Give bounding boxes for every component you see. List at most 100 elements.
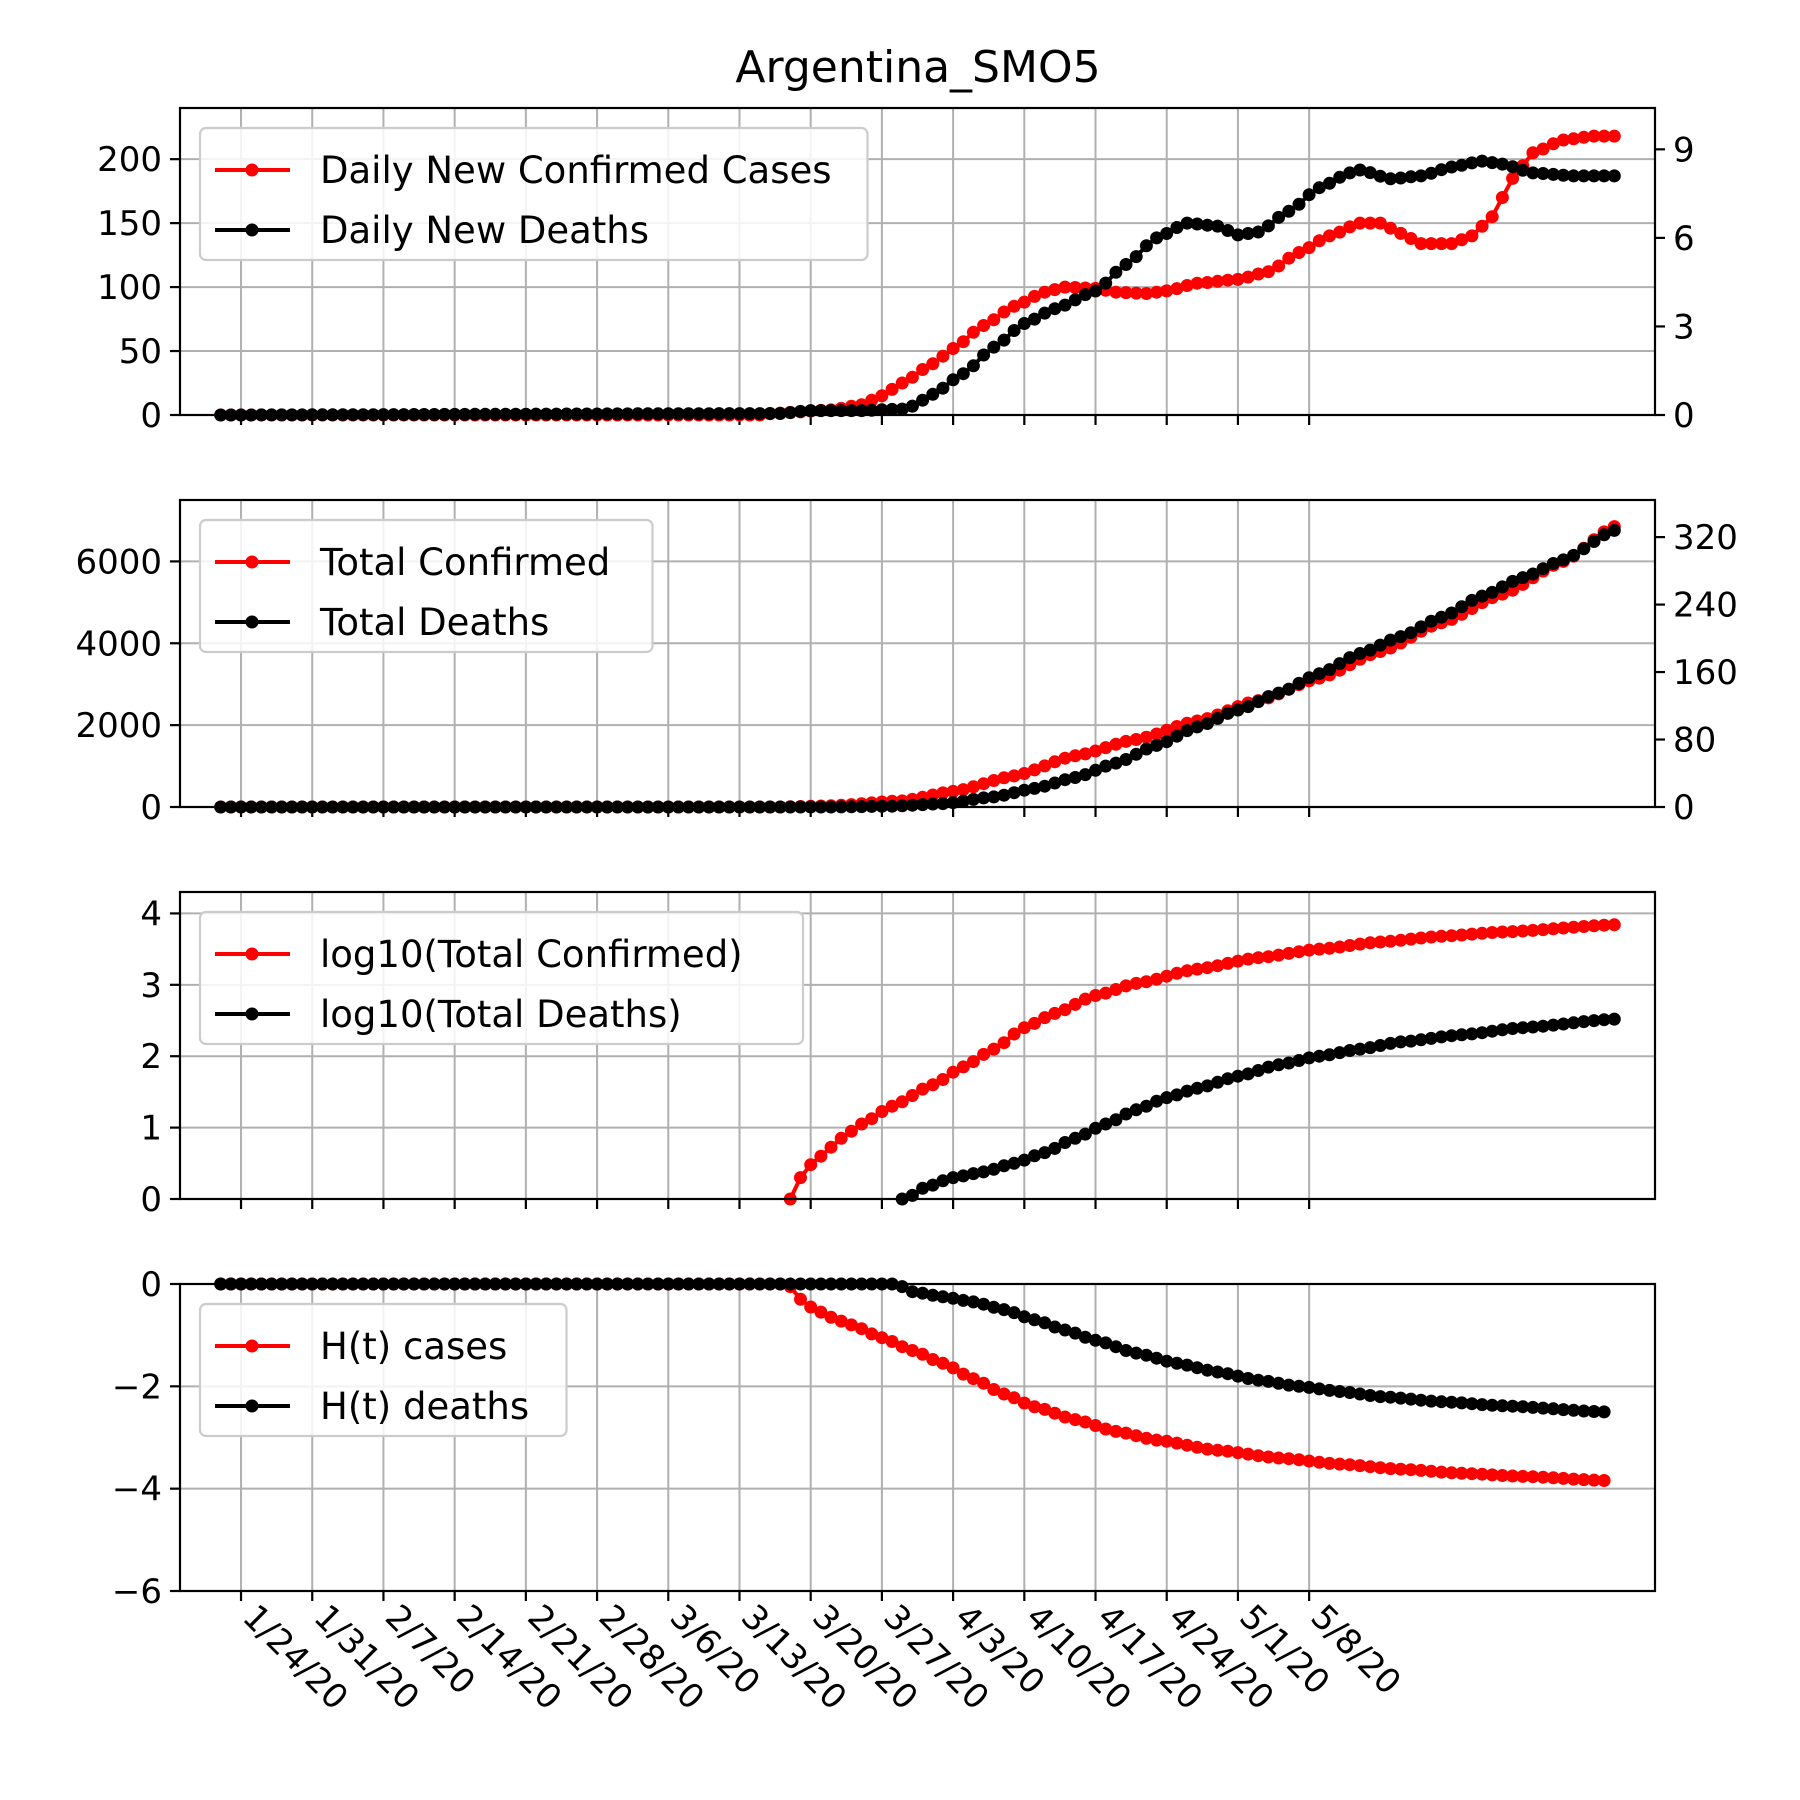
data-point (1048, 1141, 1062, 1155)
y-tick-label: 100 (97, 268, 162, 308)
data-point (1058, 280, 1072, 294)
data-point (1587, 535, 1601, 548)
right-y-tick-label: 320 (1673, 518, 1738, 558)
axes-frame (178, 498, 1657, 809)
data-point (1119, 734, 1133, 748)
data-point (977, 1165, 991, 1179)
data-point (1160, 1091, 1174, 1105)
data-point (1282, 204, 1296, 218)
data-point (1404, 1463, 1418, 1477)
data-point (1495, 1469, 1509, 1482)
data-point (1211, 1075, 1225, 1089)
data-point (1506, 574, 1520, 588)
data-point (1323, 229, 1336, 243)
data-point (966, 780, 980, 794)
data-point (1180, 724, 1194, 738)
data-point (1038, 285, 1052, 299)
data-point (1048, 755, 1062, 769)
data-point (1068, 1413, 1082, 1427)
data-point (1048, 776, 1062, 790)
data-point (844, 404, 858, 418)
data-point (1241, 1372, 1255, 1385)
data-point (1119, 258, 1133, 271)
data-point (1373, 216, 1387, 230)
data-point (1099, 741, 1113, 755)
data-point (1272, 210, 1286, 224)
data-point (1373, 1390, 1387, 1404)
data-point (1546, 922, 1560, 936)
data-point (956, 1169, 970, 1183)
data-point (1536, 562, 1550, 576)
data-point (1302, 188, 1316, 202)
data-point (1048, 302, 1062, 316)
data-point (1495, 1023, 1509, 1037)
data-point (1394, 630, 1408, 644)
data-point (1221, 273, 1235, 287)
data-point (1048, 1406, 1062, 1420)
data-point (1109, 285, 1123, 299)
data-point (844, 1124, 858, 1138)
data-point (966, 792, 980, 806)
data-point (1556, 168, 1570, 182)
data-point (1180, 1438, 1194, 1452)
data-point (1190, 217, 1204, 231)
data-point (1475, 219, 1489, 233)
data-point (1200, 961, 1214, 975)
y-tick-label: 4000 (75, 624, 162, 664)
data-point (1312, 1455, 1326, 1469)
data-point (1221, 706, 1235, 720)
data-point (1200, 276, 1214, 289)
data-point (1556, 921, 1570, 935)
data-point (1038, 759, 1052, 773)
data-point (1170, 1088, 1184, 1102)
data-point (1139, 239, 1153, 253)
data-point (1292, 1453, 1306, 1467)
data-point (1465, 156, 1479, 170)
data-point (1475, 154, 1489, 168)
legend-marker-cases (245, 1339, 259, 1353)
data-point (1129, 976, 1143, 990)
data-point (1017, 1396, 1031, 1410)
data-point (1577, 1015, 1591, 1029)
data-point (1200, 218, 1214, 232)
data-point (1068, 281, 1082, 294)
data-point (824, 1310, 838, 1324)
data-point (1556, 1471, 1570, 1485)
data-point (1333, 1385, 1347, 1398)
data-point (987, 1042, 1001, 1056)
data-point (1587, 169, 1601, 183)
data-point (936, 1290, 950, 1304)
data-point (987, 340, 1001, 354)
data-point (1261, 219, 1275, 233)
data-point (1485, 1398, 1499, 1412)
y-tick-label: 6000 (75, 542, 162, 582)
data-point (1363, 1389, 1377, 1402)
data-point (1404, 1034, 1418, 1048)
data-point (1221, 1072, 1235, 1086)
data-point (1445, 1029, 1459, 1043)
data-point (865, 393, 879, 407)
data-point (956, 367, 970, 381)
axes-frame (178, 890, 1657, 1201)
data-point (1597, 1013, 1611, 1027)
data-point (804, 404, 818, 418)
data-point (1312, 942, 1326, 956)
series-cases (783, 918, 1621, 1206)
data-point (905, 370, 919, 384)
data-point (1150, 1351, 1164, 1365)
data-point (895, 1340, 909, 1354)
data-point (1556, 553, 1570, 567)
data-point (987, 1383, 1001, 1396)
data-point (865, 1327, 879, 1341)
data-point (1577, 920, 1591, 933)
legend-box (198, 518, 654, 654)
data-point (1068, 1131, 1082, 1145)
data-point (1506, 1399, 1520, 1413)
data-point (1363, 1041, 1377, 1055)
data-point (966, 1372, 980, 1386)
data-point (1363, 166, 1377, 180)
y-tick-label: −4 (112, 1470, 162, 1510)
data-point (1567, 1016, 1581, 1030)
data-point (997, 1387, 1011, 1401)
data-point (1495, 580, 1509, 594)
